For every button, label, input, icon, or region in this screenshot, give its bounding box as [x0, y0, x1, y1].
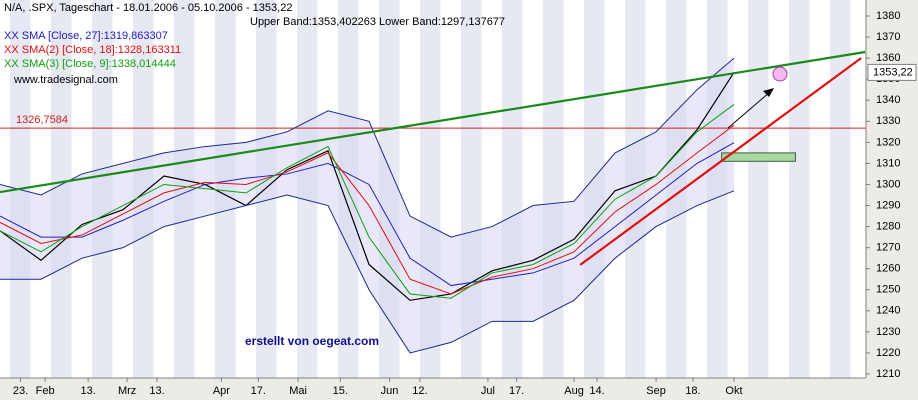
week-stripe: [543, 0, 564, 378]
series-line: [0, 124, 735, 295]
x-tick-label: 17.: [251, 385, 266, 397]
x-tick-label: Apr: [213, 385, 230, 397]
last-price: 1353,22: [873, 66, 913, 78]
legend-entry: XX SMA(2) [Close, 18]:1328,163311: [4, 44, 181, 56]
y-tick-label: 1220: [876, 347, 900, 359]
y-tick-label: 1300: [876, 178, 900, 190]
week-stripe: [748, 0, 769, 378]
y-tick-label: 1270: [876, 242, 900, 254]
x-tick-label: 17.: [509, 385, 524, 397]
y-tick-label: 1330: [876, 115, 900, 127]
trendline: [579, 57, 862, 266]
y-tick-label: 1340: [876, 94, 900, 106]
x-tick-label: 13.: [81, 385, 96, 397]
x-tick-label: Mrz: [118, 385, 136, 397]
y-tick-label: 1260: [876, 263, 900, 275]
price-tag: [867, 63, 917, 81]
x-tick-label: Sep: [646, 385, 666, 397]
series-line: [0, 142, 735, 287]
x-tick-label: 18.: [685, 385, 700, 397]
y-tick-label: 1290: [876, 199, 900, 211]
trendline: [0, 50, 866, 194]
series-line: [0, 72, 735, 301]
x-tick-label: 23.: [13, 385, 28, 397]
band-fill: [0, 58, 734, 353]
week-stripe: [789, 0, 810, 378]
x-tick-label: 15.: [333, 385, 348, 397]
series-line: [0, 190, 735, 354]
y-tick-label: 1370: [876, 31, 900, 43]
week-stripe: [830, 0, 851, 378]
arrow: [727, 91, 771, 129]
x-tick-label: 12.: [412, 385, 427, 397]
annotation-box: [721, 152, 796, 162]
x-tick-label: 13.: [149, 385, 164, 397]
level-label: 1326,7584: [16, 114, 68, 126]
x-tick-label: Jun: [381, 385, 399, 397]
legend-entry: XX SMA(3) [Close, 9]:1338,014444: [4, 58, 176, 70]
chart-title: N/A, .SPX, Tageschart - 18.01.2006 - 05.…: [4, 2, 292, 14]
y-tick-label: 1380: [876, 10, 900, 22]
arrow-head: [763, 88, 774, 97]
y-tick-label: 1360: [876, 52, 900, 64]
x-tick-label: Okt: [725, 385, 742, 397]
watermark: erstellt von oegeat.com: [245, 334, 379, 348]
x-axis-panel: [0, 378, 918, 400]
legend-entry: XX SMA [Close, 27]:1319,863307: [4, 30, 168, 42]
y-tick-label: 1250: [876, 284, 900, 296]
y-tick-label: 1230: [876, 326, 900, 338]
subtitle: Upper Band:1353,402263 Lower Band:1297,1…: [250, 16, 505, 28]
watermark: www.tradesignal.com: [13, 74, 118, 86]
series-line: [0, 57, 735, 238]
y-tick-label: 1320: [876, 136, 900, 148]
x-tick-label: Jul: [481, 385, 495, 397]
series-line: [0, 104, 735, 299]
y-tick-label: 1310: [876, 157, 900, 169]
y-tick-label: 1210: [876, 368, 900, 380]
marker-circle: [772, 66, 788, 82]
x-tick-label: Feb: [36, 385, 55, 397]
x-tick-label: Mai: [289, 385, 307, 397]
x-tick-label: 14.: [589, 385, 604, 397]
y-tick-label: 1280: [876, 220, 900, 232]
y-tick-label: 1240: [876, 305, 900, 317]
x-tick-label: Aug: [564, 385, 584, 397]
